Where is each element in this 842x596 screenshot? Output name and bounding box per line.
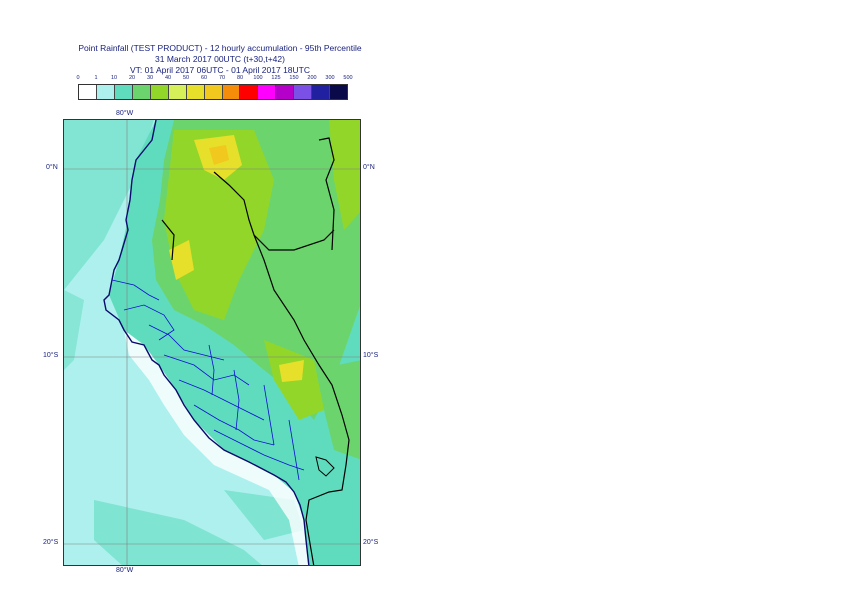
land-strong-rain (164, 130, 274, 320)
border-north (161, 219, 175, 261)
legend-swatch-9 (240, 85, 259, 99)
legend-tick-0: 0 (76, 75, 80, 81)
lat-label-20-left: 20°S (43, 539, 59, 546)
heavy-rain-west (169, 240, 194, 280)
heavy-rain-central (279, 360, 304, 382)
admin-line (208, 344, 215, 396)
legend-swatch-12 (294, 85, 313, 99)
legend-tick-40: 40 (164, 75, 172, 81)
map-canvas (64, 120, 360, 565)
offshore-rain-south (94, 500, 262, 565)
legend-swatch-4 (150, 85, 169, 99)
admin-line (148, 324, 225, 361)
admin-line (213, 429, 305, 471)
legend-swatch-1 (96, 85, 115, 99)
lat-label-0-left: 0°N (46, 164, 58, 171)
lake-titicaca (315, 456, 335, 477)
chart-title: Point Rainfall (TEST PRODUCT) - 12 hourl… (78, 43, 362, 53)
offshore-rain-band (64, 290, 84, 370)
legend-tick-1: 1 (94, 75, 98, 81)
lon-label-top: 80°W (116, 110, 134, 117)
legend-tick-125: 125 (271, 75, 281, 81)
legend-swatch-2 (114, 85, 133, 99)
lat-label-0-right: 0°N (363, 164, 375, 171)
lat-label-10-left: 10°S (43, 352, 59, 359)
dry-coastal-strip (124, 330, 309, 565)
admin-line (163, 354, 250, 386)
legend-tick-70: 70 (218, 75, 226, 81)
legend-swatch-14 (330, 85, 348, 99)
border-peru-bolivia (305, 464, 347, 565)
legend-tick-20: 20 (128, 75, 136, 81)
admin-line (193, 404, 275, 446)
legend-swatch-11 (276, 85, 295, 99)
legend-swatch-10 (258, 85, 277, 99)
legend-swatch-0 (79, 85, 97, 99)
legend-tick-60: 60 (200, 75, 208, 81)
legend-tick-80: 80 (236, 75, 244, 81)
ne-strong-rain (329, 120, 360, 230)
legend-swatch-6 (186, 85, 205, 99)
admin-line (123, 304, 175, 341)
legend-tick-30: 30 (146, 75, 154, 81)
legend-ticks: 0 1 10 20 30 40 50 60 70 80 100 125 150 200 300 500 (69, 75, 357, 83)
national-borders (161, 137, 350, 565)
legend-swatch-8 (222, 85, 241, 99)
color-legend (78, 84, 348, 100)
coastline (103, 120, 310, 565)
peak-rain (209, 145, 229, 165)
legend-swatch-3 (132, 85, 151, 99)
admin-line (263, 384, 275, 446)
legend-tick-150: 150 (289, 75, 299, 81)
legend-tick-50: 50 (182, 75, 190, 81)
lat-label-10-right: 10°S (363, 352, 379, 359)
legend-tick-200: 200 (307, 75, 317, 81)
legend-swatch-5 (168, 85, 187, 99)
border-colombia-peru (318, 137, 335, 251)
rainfall-map (63, 119, 361, 566)
admin-line (111, 279, 160, 301)
legend-swatch-7 (204, 85, 223, 99)
border-peru-brazil (253, 234, 350, 466)
legend-tick-10: 10 (110, 75, 118, 81)
admin-boundaries (111, 279, 305, 481)
lat-label-20-right: 20°S (363, 539, 379, 546)
validity-time: VT: 01 April 2017 06UTC - 01 April 2017 … (129, 65, 310, 75)
lon-label-bottom: 80°W (116, 567, 134, 574)
legend-tick-100: 100 (253, 75, 263, 81)
run-date: 31 March 2017 00UTC (t+30,t+42) (155, 54, 285, 64)
legend-tick-500: 500 (343, 75, 353, 81)
admin-line (178, 379, 265, 421)
legend-swatch-13 (312, 85, 331, 99)
offshore-rain-north (64, 120, 154, 290)
admin-line (233, 369, 240, 431)
admin-line (288, 419, 300, 481)
legend-tick-300: 300 (325, 75, 335, 81)
east-medium-rain (314, 360, 360, 460)
